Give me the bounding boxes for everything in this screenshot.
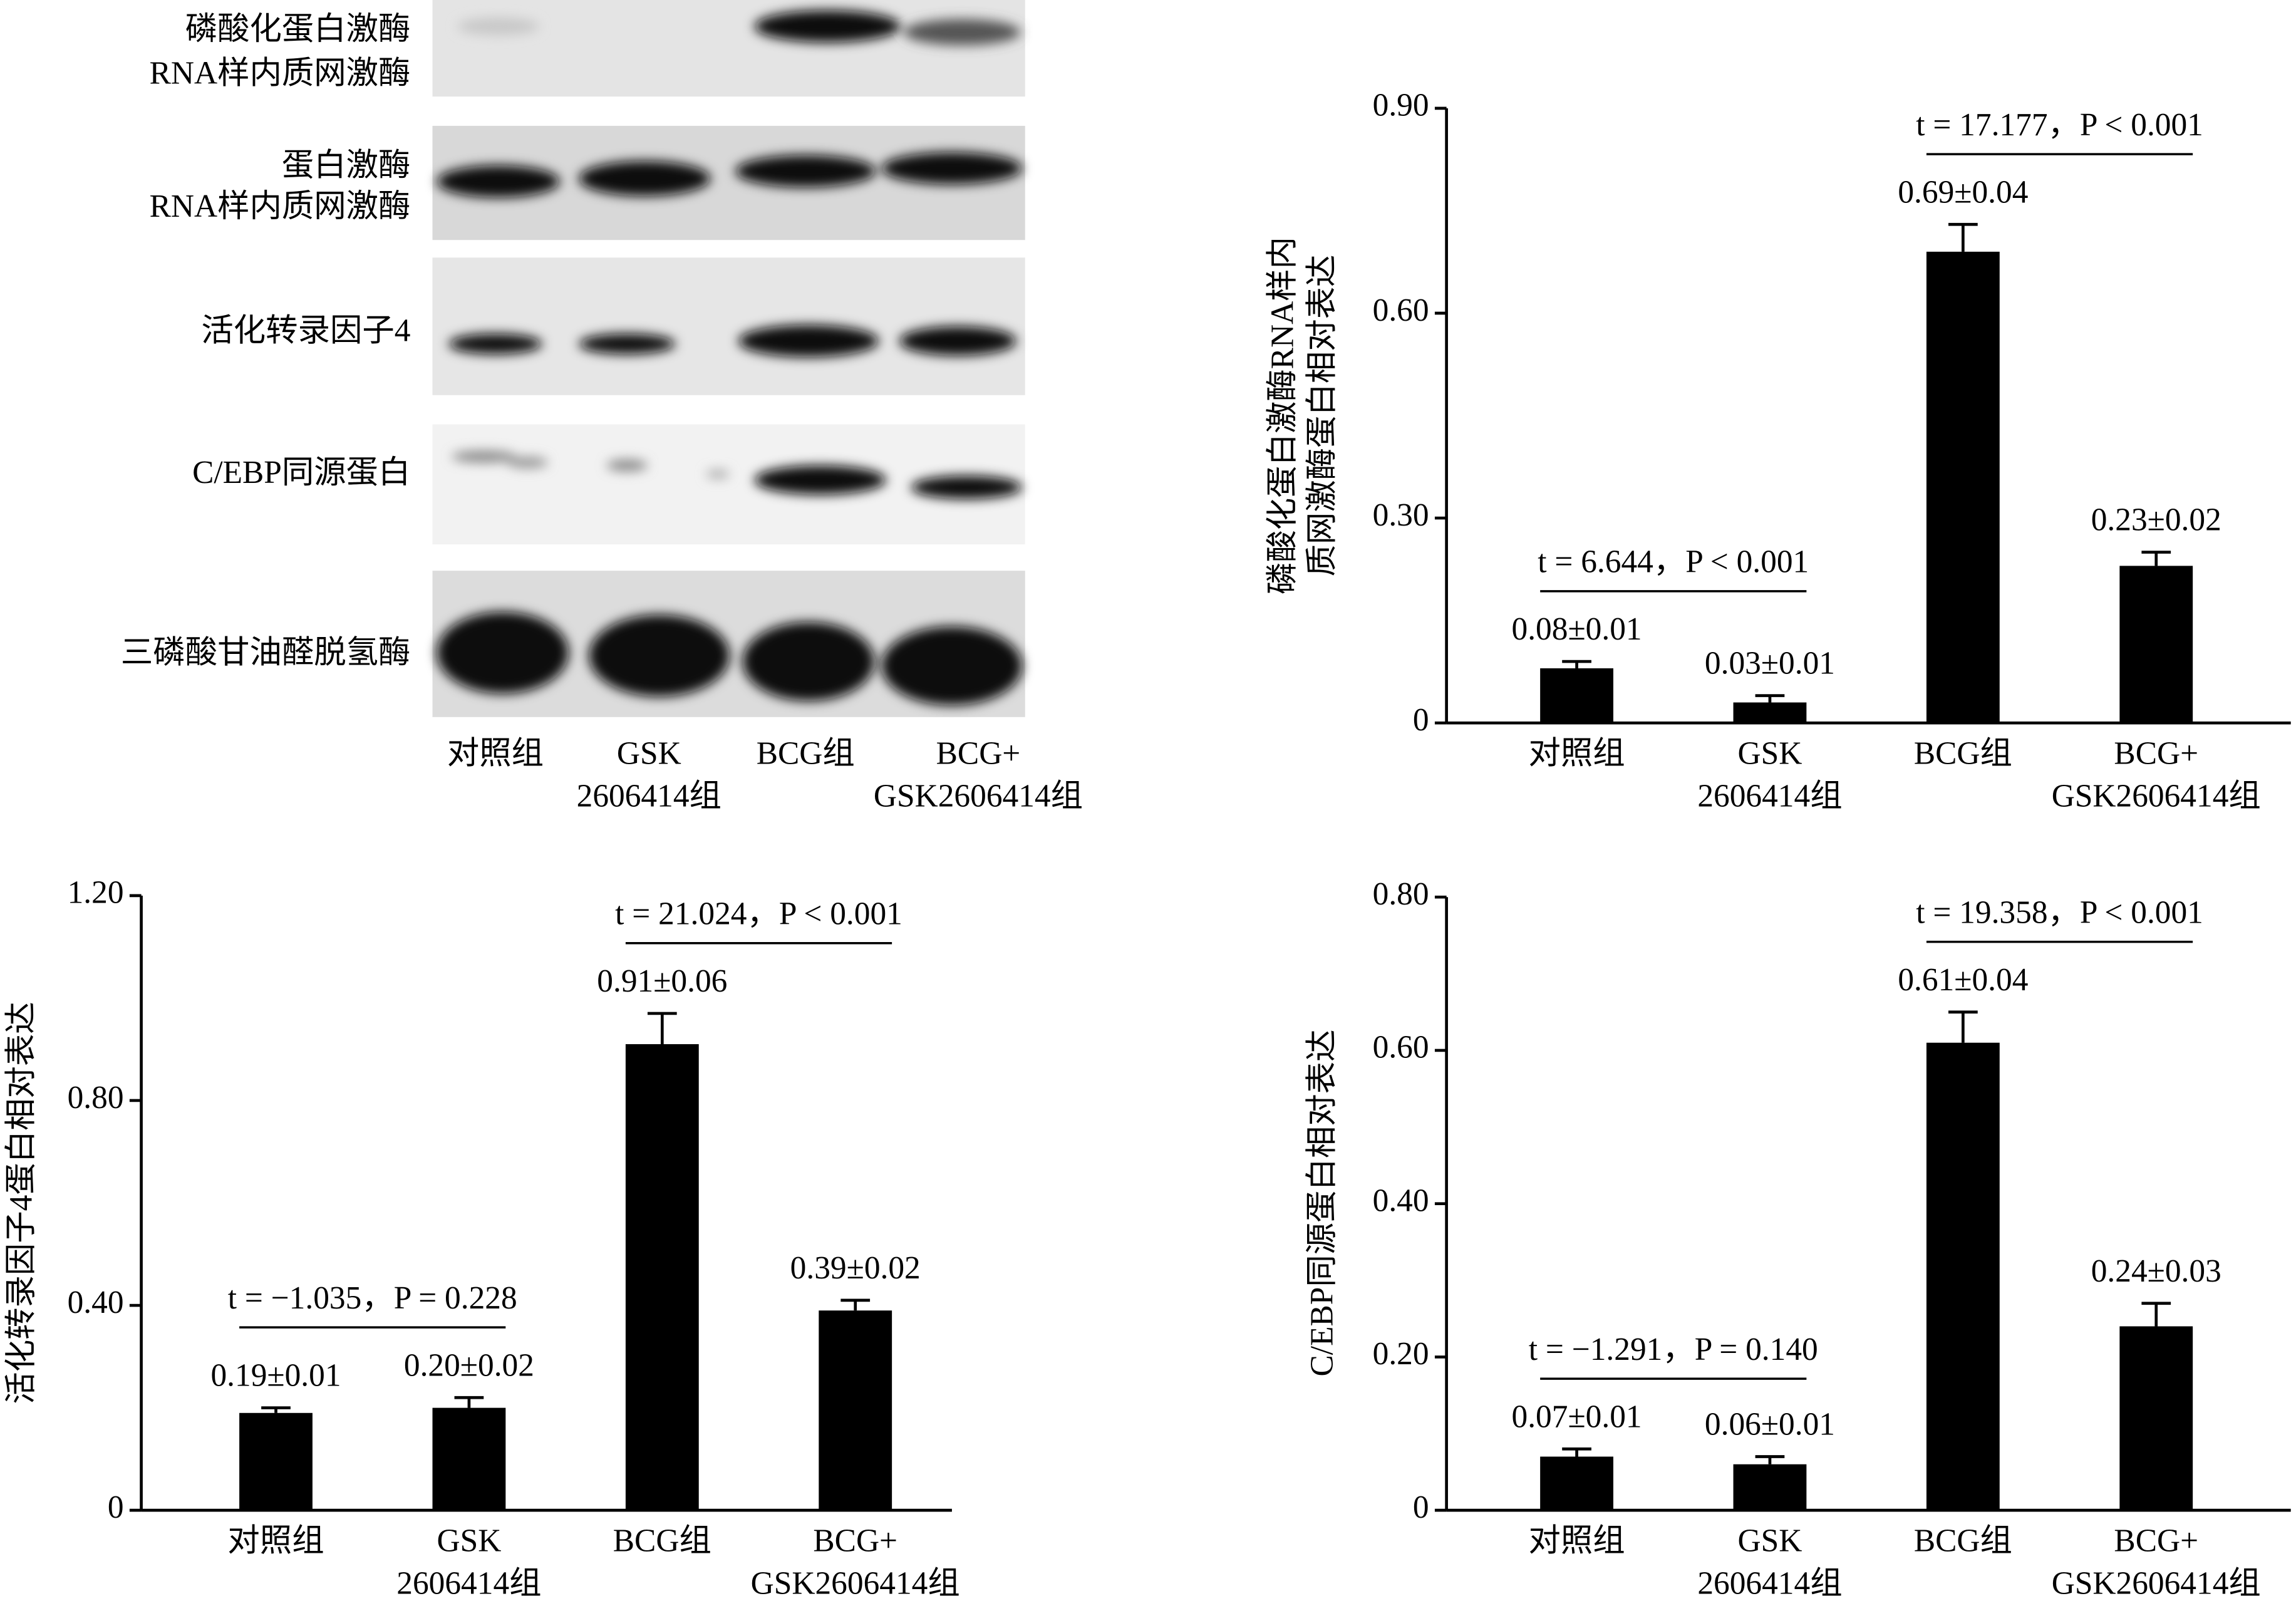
- value-label: 0.39±0.02: [790, 1250, 921, 1286]
- value-label: 0.23±0.02: [2091, 502, 2221, 538]
- x-tick-label: GSK: [1738, 1523, 1802, 1559]
- blot-row-label: RNA样内质网激酶: [150, 189, 411, 224]
- value-label: 0.69±0.04: [1898, 174, 2028, 210]
- value-label: 0.07±0.01: [1512, 1399, 1642, 1434]
- blot-lane-label: 对照组: [447, 736, 544, 772]
- x-tick-label: 2606414组: [1697, 1565, 1842, 1601]
- value-label: 0.24±0.03: [2091, 1253, 2221, 1289]
- y-tick-label: 0.40: [1373, 1183, 1429, 1218]
- y-tick-label: 0.60: [1373, 1030, 1429, 1065]
- x-tick-label: GSK: [1738, 736, 1802, 772]
- blot-lane-label: 2606414组: [577, 778, 721, 814]
- bar: [819, 1310, 892, 1511]
- x-tick-label: GSK2606414组: [2052, 1565, 2261, 1601]
- significance-label: t = −1.291，P = 0.140: [1529, 1332, 1818, 1367]
- x-tick-label: 2606414组: [396, 1565, 541, 1601]
- bar: [2119, 566, 2193, 723]
- y-tick-label: 0: [1413, 1490, 1429, 1525]
- blot-panel: [432, 0, 1025, 97]
- bar: [239, 1412, 313, 1511]
- significance-label: t = 17.177，P < 0.001: [1916, 107, 2203, 143]
- bar: [1733, 1464, 1807, 1511]
- x-tick-label: 对照组: [1528, 1523, 1625, 1559]
- x-tick-label: 对照组: [227, 1523, 324, 1559]
- blot-bands: [437, 10, 1023, 706]
- significance-label: t = 19.358，P < 0.001: [1916, 894, 2203, 930]
- value-label: 0.19±0.01: [210, 1358, 341, 1394]
- bar: [1540, 1456, 1613, 1511]
- x-tick-label: BCG组: [613, 1523, 711, 1559]
- blot-panel: [432, 257, 1025, 395]
- x-tick-label: GSK2606414组: [2052, 778, 2261, 814]
- blot-row-label: 磷酸化蛋白激酶: [185, 11, 411, 47]
- blot-row-label: RNA样内质网激酶: [150, 55, 411, 91]
- blot-row-label: C/EBP同源蛋白: [192, 455, 410, 490]
- blot-lane-label: GSK: [617, 736, 681, 772]
- bar: [1926, 1042, 2000, 1511]
- y-tick-label: 0.20: [1373, 1336, 1429, 1372]
- blot-row-label: 蛋白激酶: [282, 147, 411, 183]
- blot-lane-label: BCG+: [936, 736, 1021, 772]
- blot-row-label: 三磷酸甘油醛脱氢酶: [121, 635, 411, 670]
- bar-chart: 0 0.20 0.40 0.60 0.80 C/EBP同源蛋白相对表达 0.07±0.01 对…: [1304, 876, 2291, 1601]
- x-tick-label: BCG+: [2114, 736, 2198, 772]
- x-tick-label: 对照组: [1528, 736, 1625, 772]
- y-tick-label: 0: [108, 1490, 124, 1525]
- y-tick-label: 1.20: [68, 875, 124, 911]
- x-tick-label: BCG组: [1914, 1523, 2012, 1559]
- x-tick-label: BCG组: [1914, 736, 2012, 772]
- blot-lane-label: BCG组: [757, 736, 855, 772]
- y-axis-title: 磷酸化蛋白激酶RNA样内: [1264, 237, 1300, 594]
- x-tick-label: BCG+: [813, 1523, 897, 1559]
- x-tick-label: GSK: [437, 1523, 502, 1559]
- bar: [2119, 1326, 2193, 1511]
- blot-row-label: 活化转录因子4: [201, 313, 410, 348]
- bar: [1733, 702, 1807, 723]
- significance-label: t = 6.644，P < 0.001: [1538, 544, 1809, 580]
- y-tick-label: 0.60: [1373, 293, 1429, 328]
- y-tick-label: 0: [1413, 702, 1429, 738]
- value-label: 0.06±0.01: [1705, 1407, 1835, 1443]
- bar-chart: 0 0.40 0.80 1.20 活化转录因子4蛋白相对表达 0.19±0.01 对照组 0.…: [3, 875, 959, 1601]
- y-axis-title: 质网激酶蛋白相对表达: [1304, 255, 1340, 577]
- value-label: 0.20±0.02: [404, 1347, 534, 1383]
- bar: [432, 1407, 506, 1511]
- bar: [1540, 668, 1613, 723]
- y-axis-title: 活化转录因子4蛋白相对表达: [3, 1002, 39, 1404]
- x-tick-label: BCG+: [2114, 1523, 2198, 1559]
- blot-lane-label: GSK2606414组: [874, 778, 1083, 814]
- x-tick-label: 2606414组: [1697, 778, 1842, 814]
- x-tick-label: GSK2606414组: [751, 1565, 960, 1601]
- blot-labels: 磷酸化蛋白激酶 RNA样内质网激酶 蛋白激酶 RNA样内质网激酶 活化转录因子4…: [121, 11, 1083, 814]
- value-label: 0.91±0.06: [597, 963, 727, 999]
- bar: [1926, 251, 2000, 723]
- western-blot: 磷酸化蛋白激酶 RNA样内质网激酶 蛋白激酶 RNA样内质网激酶 活化转录因子4…: [121, 0, 1083, 814]
- significance-label: t = 21.024，P < 0.001: [615, 896, 902, 932]
- y-tick-label: 0.80: [68, 1080, 124, 1116]
- y-tick-label: 0.90: [1373, 88, 1429, 123]
- significance-label: t = −1.035，P = 0.228: [228, 1280, 517, 1316]
- value-label: 0.08±0.01: [1512, 611, 1642, 647]
- value-label: 0.03±0.01: [1705, 646, 1835, 681]
- y-axis-title: C/EBP同源蛋白相对表达: [1304, 1030, 1340, 1377]
- y-tick-label: 0.30: [1373, 497, 1429, 533]
- bar: [625, 1044, 699, 1511]
- y-tick-label: 0.40: [68, 1285, 124, 1320]
- value-label: 0.61±0.04: [1898, 962, 2028, 998]
- y-tick-label: 0.80: [1373, 876, 1429, 912]
- bar-chart: 0 0.30 0.60 0.90 磷酸化蛋白激酶RNA样内 质网激酶蛋白相对表达 0.08±…: [1264, 88, 2291, 814]
